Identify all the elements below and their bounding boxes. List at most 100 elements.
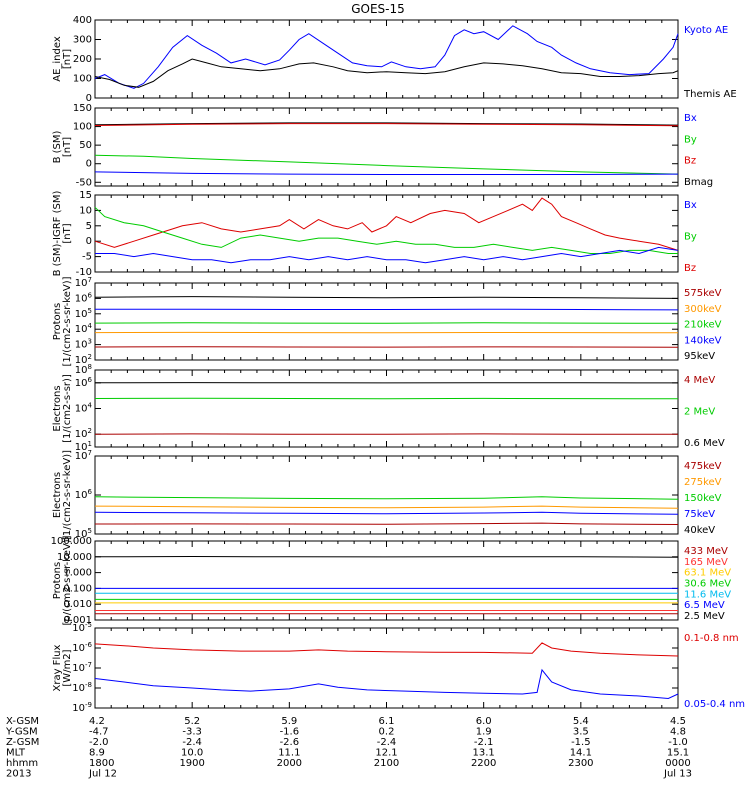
x-row-name: MLT <box>6 748 26 759</box>
x-row-value: 5.9 <box>281 716 297 727</box>
x-row-value: 2200 <box>471 758 496 769</box>
legend-entry: 475keV <box>684 461 722 472</box>
y-tick-label: 10-7 <box>72 661 92 674</box>
y-axis-label: Electrons <box>52 385 63 431</box>
y-tick-label: 10.000 <box>57 552 92 563</box>
legend-entry: 0.1-0.8 nm <box>684 633 739 644</box>
series-line-4 <box>94 171 679 175</box>
y-tick-label: 107 <box>75 276 92 289</box>
x-row-value: 6.0 <box>476 716 492 727</box>
x-row-value: 2100 <box>374 758 399 769</box>
x-row-name: Y-GSM <box>5 727 38 738</box>
series-line-2 <box>95 308 679 311</box>
legend-entry: By <box>684 134 697 145</box>
y-tick-label: 100 <box>73 74 92 85</box>
x-row-value: -1.5 <box>571 737 591 748</box>
series-line-2 <box>94 397 679 400</box>
series-line-3 <box>94 154 679 175</box>
panel-7: 0.001 0.010 0.100 1.000 10.000 100.000 Protons… <box>51 535 732 626</box>
x-row-value: 1800 <box>89 758 114 769</box>
chart-title: GOES-15 <box>351 2 405 16</box>
series-line-3 <box>94 511 679 515</box>
legend-entry: 95keV <box>684 351 715 362</box>
legend-entry: 275keV <box>684 477 722 488</box>
x-row-value: 5.2 <box>184 716 200 727</box>
y-tick-label: 103 <box>75 338 92 351</box>
y-tick-label: 102 <box>75 427 92 440</box>
x-row-value: 2000 <box>277 758 302 769</box>
series-line-3 <box>94 322 679 324</box>
series-line-4 <box>94 522 679 525</box>
y-tick-label: 0 <box>86 236 92 247</box>
y-tick-label: -10 <box>76 267 92 278</box>
y-tick-label: 1.000 <box>63 568 92 579</box>
y-tick-label: 107 <box>75 449 92 462</box>
legend-entry: By <box>684 232 697 243</box>
panel-2: -50 0 50 100 150 B (SM) [nT] Bx By Bz Bmag <box>52 103 713 188</box>
series-line-1 <box>94 25 679 89</box>
legend-entry: Kyoto AE <box>684 25 728 36</box>
y-axis-label: B (SM) <box>52 130 63 163</box>
legend-entry: 210keV <box>684 320 722 331</box>
series-line-2 <box>94 123 679 127</box>
y-axis-label: [nT] <box>62 137 73 157</box>
y-axis-label: Electrons <box>52 472 63 518</box>
y-tick-label: 104 <box>75 322 93 335</box>
y-tick-label: 0.010 <box>63 599 92 610</box>
y-tick-label: 300 <box>73 35 92 46</box>
x-row-value: -1.0 <box>668 737 688 748</box>
x-row-value: -2.6 <box>280 737 300 748</box>
x-row-value: 12.1 <box>375 748 397 759</box>
panel-3: -10 -5 0 5 10 15 B (SM)-IGRF (SM) [nT] Bx By Bz <box>52 190 697 278</box>
series-line-3 <box>95 246 679 264</box>
y-axis-label: [1/(cm2-s-sr-keV)] <box>62 450 73 540</box>
y-tick-label: 5 <box>86 221 92 232</box>
y-axis-label: [W/m2] <box>62 649 73 686</box>
y-tick-label: 105 <box>75 307 92 320</box>
y-tick-label: 50 <box>79 140 92 151</box>
x-row-value: 14.1 <box>570 748 592 759</box>
legend-entry: 2 MeV <box>684 407 715 418</box>
panel-frame <box>94 627 679 709</box>
legend-entry: 6.5 MeV <box>684 600 725 611</box>
legend-entry: 300keV <box>684 304 722 315</box>
x-row-value: -2.1 <box>474 737 494 748</box>
y-axis-label: [nT] <box>62 49 73 69</box>
x-row-value: 15.1 <box>667 748 689 759</box>
y-tick-label: -5 <box>82 252 92 263</box>
legend-entry: 75keV <box>684 509 715 520</box>
panel-1: 0 100 200 300 400 AE_index [nT] Kyoto AE Themis … <box>52 15 737 104</box>
legend-entry: Bx <box>684 200 697 211</box>
series-line-1 <box>94 197 679 251</box>
x-row-value: 4.8 <box>670 727 686 738</box>
x-row-value: 2300 <box>568 758 593 769</box>
y-tick-label: 0.100 <box>63 583 92 594</box>
y-axis-label: Protons <box>52 562 63 599</box>
x-row-name: hhmm <box>6 758 38 769</box>
x-row-value: 4.2 <box>89 716 105 727</box>
panel-frame <box>94 19 679 99</box>
y-tick-label: 100.000 <box>51 536 92 547</box>
y-axis-label: [p/(cm2-s-sr-keV)] <box>62 535 73 625</box>
x-row-value: -2.0 <box>89 737 109 748</box>
series-line-1 <box>94 555 679 558</box>
y-tick-label: 100 <box>73 122 92 133</box>
x-row-value: 6.1 <box>379 716 395 727</box>
y-tick-label: 108 <box>75 363 92 376</box>
x-row-value: 8.9 <box>89 748 105 759</box>
y-tick-label: 0 <box>86 159 92 170</box>
panel-8: 10-9 10-8 10-7 10-6 10-5 Xray Flux [W/m2] 0.1-0… <box>52 621 745 714</box>
y-tick-label: 106 <box>75 488 93 501</box>
legend-entry: 140keV <box>684 335 722 346</box>
legend-entry: 63.1 MeV <box>684 568 731 579</box>
x-row-value: 0000 <box>665 758 690 769</box>
y-axis-label: AE_index <box>52 36 63 82</box>
y-tick-label: 10 <box>79 205 92 216</box>
x-row-value: 3.5 <box>573 727 589 738</box>
x-row-name: Z-GSM <box>6 737 39 748</box>
legend-entry: 2.5 MeV <box>684 611 725 622</box>
panel-frame <box>94 369 679 448</box>
